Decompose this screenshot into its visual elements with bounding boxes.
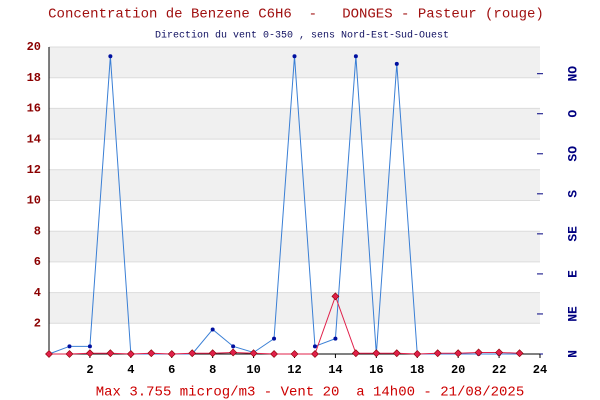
y-tick-label: 14 [27,132,41,146]
y2-tick-label: E [565,270,580,278]
point [45,350,53,358]
point [210,327,215,332]
point [147,349,156,358]
x-tick-label: 14 [328,363,342,377]
point [353,54,358,59]
point [108,54,113,59]
point [167,350,176,358]
chart-footer: Max 3.755 microg/m3 - Vent 20 a 14h00 - … [96,385,524,400]
point [394,61,399,66]
point [272,336,277,341]
y2-tick-label: NO [565,66,580,82]
point [372,349,381,358]
point [229,348,238,357]
point [515,349,524,358]
point [333,336,338,341]
y2-tick-label: S [565,190,580,198]
x-tick-label: 2 [86,363,93,377]
grid-band [49,231,540,262]
y2-tick-label: N [565,350,580,358]
y2-tick-label: SE [565,226,580,242]
point [87,344,92,349]
x-tick-label: 12 [287,363,301,377]
x-tick-label: 8 [209,363,216,377]
y-tick-label: 10 [27,194,41,208]
point [312,344,317,349]
x-tick-label: 18 [410,363,424,377]
grid-band [49,108,540,140]
point [413,350,422,358]
point [454,349,463,358]
point [67,344,72,349]
series-line [48,56,520,355]
point [495,348,504,357]
point [85,349,94,358]
y2-tick-label: NE [565,306,580,322]
point [311,350,319,358]
y-tick-label: 4 [34,286,41,300]
y-tick-label: 8 [34,224,41,238]
point [126,350,135,358]
y-tick-label: 12 [27,163,41,177]
x-tick-label: 4 [127,363,134,377]
y-tick-label: 16 [27,102,41,116]
x-tick-label: 6 [168,363,175,377]
point [249,349,258,358]
chart-title: Concentration de Benzene C6H6 - DONGES -… [48,7,544,23]
point [474,348,483,357]
y-tick-label: 18 [27,71,41,85]
y-tick-label: 20 [27,40,41,54]
point [392,349,401,358]
point [65,350,74,358]
x-tick-label: 24 [533,363,547,377]
y2-tick-label: SO [565,146,580,162]
x-tick-label: 20 [451,363,465,377]
point [433,349,442,358]
point [331,292,340,301]
point [188,349,197,358]
y-tick-label: 2 [34,316,41,330]
y-tick-label: 6 [34,255,41,269]
y2-tick-label: O [565,110,580,118]
point [292,54,297,59]
grid-band [49,169,540,201]
grid-band [49,292,540,324]
point [106,349,115,358]
point [231,344,236,349]
point [270,350,278,358]
x-tick-label: 16 [369,363,383,377]
point [290,350,299,358]
chart-subtitle: Direction du vent 0-350 , sens Nord-Est-… [155,30,449,42]
point [208,349,217,358]
point [351,349,360,358]
x-tick-label: 10 [246,363,260,377]
x-tick-label: 22 [492,363,506,377]
